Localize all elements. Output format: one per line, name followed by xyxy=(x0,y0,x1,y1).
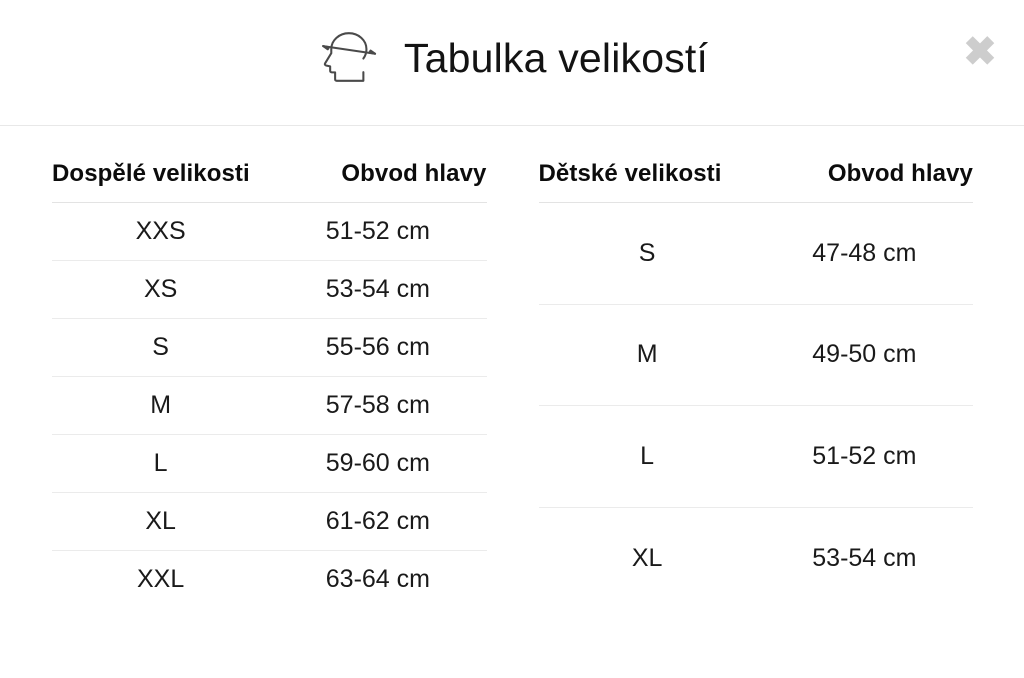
size-cell: L xyxy=(538,405,756,508)
circumference-cell: 51-52 cm xyxy=(755,405,973,508)
circumference-cell: 47-48 cm xyxy=(755,202,973,305)
size-cell: S xyxy=(52,318,270,377)
adult-table-body: XXS 51-52 cm XS 53-54 cm S 55-56 cm M 57… xyxy=(52,202,487,609)
close-icon[interactable]: ✖ xyxy=(958,30,1002,74)
circumference-cell: 53-54 cm xyxy=(269,260,487,319)
size-cell: XL xyxy=(52,492,270,551)
head-measure-icon xyxy=(322,31,376,82)
size-cell: XL xyxy=(631,543,663,572)
circumference-cell: 49-50 cm xyxy=(755,304,973,406)
table-row: L 51-52 cm xyxy=(538,405,973,508)
circumference-cell: 61-62 cm xyxy=(269,492,487,551)
table-row: XL 53-54 cm xyxy=(539,507,974,609)
size-cell: L xyxy=(52,434,270,493)
table-row: XXS 51-52 cm xyxy=(52,202,487,261)
circumference-cell: 51-52 cm xyxy=(269,202,487,261)
table-row: S 47-48 cm xyxy=(538,202,973,305)
table-row: XXL 63-64 cm xyxy=(52,551,487,609)
adult-size-column-header: Dospělé velikosti xyxy=(52,160,270,203)
table-row: L 59-60 cm xyxy=(52,434,487,493)
size-cell: S xyxy=(538,202,756,305)
table-row: XL 61-62 cm xyxy=(52,492,487,551)
modal-header-content: Tabulka velikostí xyxy=(316,30,708,88)
page-title: Tabulka velikostí xyxy=(403,35,709,81)
size-cell: XS xyxy=(52,260,270,319)
size-cell: XXL xyxy=(136,565,185,594)
modal-header: Tabulka velikostí ✖ xyxy=(0,0,1024,126)
circumference-cell: 63-64 cm xyxy=(325,565,430,594)
kids-table-body: S 47-48 cm M 49-50 cm L 51-52 cm XL 53-5… xyxy=(538,202,974,609)
table-row: M 49-50 cm xyxy=(538,304,973,406)
kids-size-table: Dětské velikosti Obvod hlavy S 47-48 cm … xyxy=(538,160,974,609)
circumference-cell: 53-54 cm xyxy=(812,543,917,572)
size-cell: XXS xyxy=(52,202,270,261)
size-cell: M xyxy=(52,376,270,435)
table-row: XS 53-54 cm xyxy=(52,260,487,319)
modal-body: Dospělé velikosti Obvod hlavy XXS 51-52 … xyxy=(0,126,1024,678)
table-row: M 57-58 cm xyxy=(52,376,487,435)
size-tables-container: Dospělé velikosti Obvod hlavy XXS 51-52 … xyxy=(0,126,1024,609)
circumference-cell: 55-56 cm xyxy=(269,318,487,377)
size-cell: M xyxy=(538,304,756,406)
kids-size-column-header: Dětské velikosti xyxy=(538,160,756,203)
table-header-row: Dospělé velikosti Obvod hlavy xyxy=(52,160,487,203)
circumference-cell: 59-60 cm xyxy=(269,434,487,493)
adult-circumference-column-header: Obvod hlavy xyxy=(269,160,487,203)
circumference-cell: 57-58 cm xyxy=(269,376,487,435)
table-row: S 55-56 cm xyxy=(52,318,487,377)
adult-size-table: Dospělé velikosti Obvod hlavy XXS 51-52 … xyxy=(52,160,487,609)
kids-circumference-column-header: Obvod hlavy xyxy=(755,160,973,203)
table-header-row: Dětské velikosti Obvod hlavy xyxy=(538,160,973,203)
